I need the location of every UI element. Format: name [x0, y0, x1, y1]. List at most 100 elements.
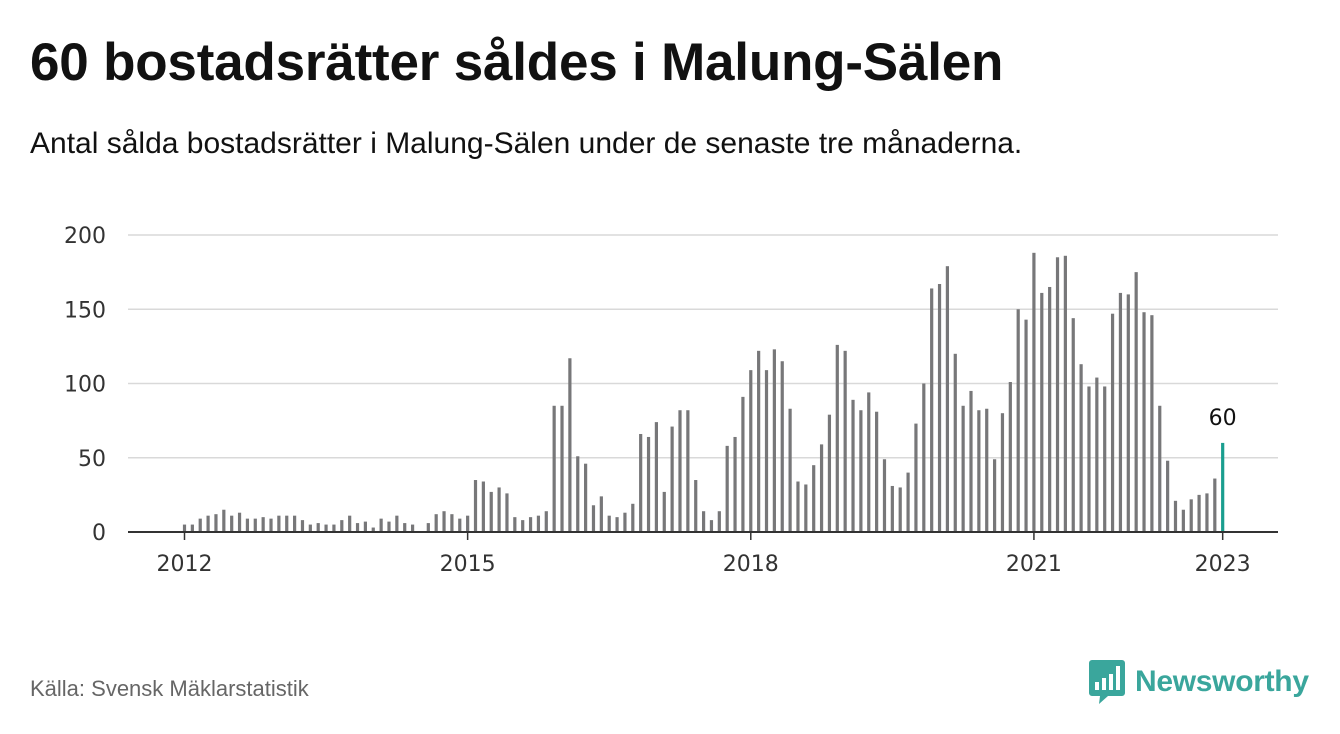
bar — [1166, 460, 1170, 532]
bar — [277, 515, 281, 532]
bar — [1079, 364, 1083, 532]
bar — [198, 518, 202, 532]
gridlines — [128, 234, 1278, 459]
bar — [544, 511, 548, 532]
x-tick-label: 2023 — [1195, 552, 1251, 577]
bar — [812, 465, 816, 532]
brand-name: Newsworthy — [1135, 665, 1309, 698]
bar — [348, 515, 352, 532]
bar — [1063, 255, 1067, 533]
bar — [1110, 313, 1115, 532]
bar — [528, 517, 533, 532]
bar — [214, 514, 218, 532]
bar — [1213, 478, 1217, 532]
highlighted-bar — [1221, 442, 1225, 532]
bar — [269, 518, 273, 532]
bar — [190, 524, 194, 532]
bar — [843, 350, 847, 532]
bar — [576, 456, 580, 532]
bar — [222, 509, 226, 532]
bar — [1126, 294, 1130, 532]
bar — [324, 524, 328, 532]
bar — [403, 523, 407, 532]
bar — [662, 491, 666, 532]
bar — [1158, 405, 1162, 532]
bar — [977, 410, 981, 532]
bar — [237, 512, 242, 532]
bar — [206, 515, 210, 532]
y-tick-label: 100 — [64, 373, 106, 398]
y-tick-label: 50 — [78, 447, 106, 472]
bar — [584, 463, 588, 532]
bar — [308, 524, 312, 532]
bar — [332, 524, 336, 532]
source-note: Källa: Svensk Mäklarstatistik — [30, 676, 309, 701]
last-value-label: 60 — [1209, 406, 1237, 431]
x-tick-label: 2012 — [157, 552, 213, 577]
bar — [882, 459, 887, 532]
y-axis-tick-labels: 0 50 100 150 200 — [64, 224, 106, 546]
bar — [1189, 499, 1193, 532]
x-axis-ticks: 2012 2015 2018 2021 2023 — [157, 532, 1251, 577]
bar — [985, 408, 989, 532]
newsworthy-logo-icon — [1089, 660, 1125, 704]
bar — [568, 358, 572, 532]
bar — [709, 520, 714, 532]
bar — [749, 370, 753, 532]
bar — [560, 405, 564, 532]
bar — [340, 520, 344, 532]
bar — [489, 491, 493, 532]
bar — [780, 361, 784, 532]
bar — [1008, 382, 1012, 532]
bar — [678, 410, 682, 532]
bar — [827, 414, 832, 532]
bar — [654, 422, 658, 532]
bar — [426, 523, 430, 532]
bar — [796, 481, 800, 532]
bar — [293, 515, 297, 532]
bar — [371, 527, 375, 532]
bar — [363, 521, 367, 532]
bar — [591, 505, 596, 532]
bar — [670, 426, 674, 532]
y-tick-label: 200 — [64, 224, 106, 249]
bar — [725, 445, 729, 532]
bar — [631, 503, 635, 532]
bar — [1024, 319, 1028, 532]
y-tick-label: 150 — [64, 298, 106, 323]
bar — [945, 266, 950, 532]
bar — [788, 408, 792, 532]
bar — [410, 524, 415, 532]
bar — [961, 405, 965, 532]
bar — [623, 512, 627, 532]
bar — [1032, 252, 1036, 532]
bar — [379, 518, 383, 532]
bar — [804, 484, 808, 532]
bar — [1016, 309, 1020, 532]
bar — [1150, 315, 1154, 532]
bar — [764, 370, 769, 532]
bar — [261, 517, 265, 532]
bar — [639, 433, 643, 532]
bar — [733, 436, 737, 532]
bar — [536, 515, 541, 532]
x-tick-label: 2015 — [440, 552, 496, 577]
bar — [969, 390, 973, 532]
bar — [1040, 292, 1044, 532]
page-title: 60 bostadsrätter såldes i Malung-Sälen — [30, 33, 1004, 92]
newsworthy-brand: Newsworthy — [1089, 660, 1309, 704]
bar — [906, 472, 910, 532]
bar — [355, 523, 360, 532]
bar — [890, 485, 894, 532]
y-tick-label: 0 — [92, 521, 106, 546]
x-tick-label: 2021 — [1006, 552, 1062, 577]
bar — [497, 487, 501, 532]
bar — [1134, 272, 1138, 532]
bar — [300, 520, 305, 532]
bar — [819, 444, 824, 532]
bar — [898, 487, 902, 532]
bar — [481, 481, 485, 532]
bar — [1118, 292, 1123, 532]
bar — [513, 517, 517, 532]
bar — [1048, 286, 1052, 532]
